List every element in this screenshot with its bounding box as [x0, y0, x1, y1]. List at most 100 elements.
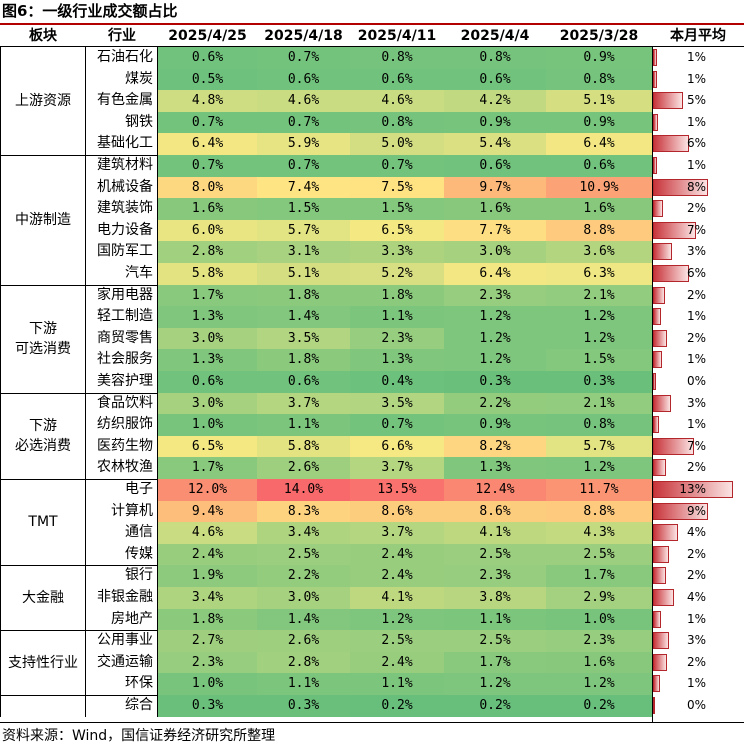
- heatmap-cell: 3.8%: [444, 587, 546, 609]
- heatmap-cell: 1.2%: [546, 673, 652, 695]
- industry-label: 基础化工: [86, 133, 158, 155]
- avg-label: 2%: [686, 654, 706, 669]
- heatmap-cell: 3.7%: [257, 392, 350, 415]
- heatmap-cell: 0.7%: [350, 414, 444, 436]
- avg-bar: [653, 373, 656, 390]
- heatmap-cell: 1.2%: [444, 327, 546, 350]
- industry-label: 食品饮料: [86, 392, 158, 415]
- column-header: 2025/4/25: [168, 28, 247, 44]
- heatmap-cell: 2.2%: [257, 565, 350, 587]
- avg-bar: [653, 49, 658, 66]
- heatmap-cell: 4.3%: [546, 522, 652, 544]
- heatmap-cell: 1.2%: [444, 306, 546, 328]
- heatmap-cell: 2.3%: [350, 327, 444, 350]
- heatmap-cell: 0.5%: [158, 68, 257, 91]
- heatmap-cell: 1.0%: [158, 414, 257, 436]
- heatmap-cell: 0.7%: [257, 47, 350, 69]
- industry-label: 建筑材料: [86, 155, 158, 177]
- avg-label: 2%: [686, 568, 706, 583]
- column-header: 2025/3/28: [559, 28, 639, 44]
- heatmap-cell: 2.3%: [158, 651, 257, 674]
- heatmap-cell: 2.3%: [546, 630, 652, 652]
- avg-label: 1%: [686, 50, 706, 64]
- industry-label: 汽车: [86, 263, 158, 285]
- sector-label: [0, 695, 86, 717]
- industry-label: 商贸零售: [86, 327, 158, 350]
- heatmap-cell: 2.2%: [444, 392, 546, 415]
- avg-bar: [653, 653, 667, 671]
- heatmap-cell: 2.6%: [257, 630, 350, 652]
- heatmap-cell: 1.7%: [546, 565, 652, 587]
- avg-bar: [653, 610, 662, 628]
- heatmap-cell: 1.3%: [158, 349, 257, 371]
- heatmap-cell: 0.2%: [546, 695, 652, 717]
- heatmap-cell: 0.7%: [257, 155, 350, 177]
- heatmap-cell: 7.7%: [444, 219, 546, 242]
- heatmap-cell: 14.0%: [257, 479, 350, 501]
- industry-label: 家用电器: [86, 284, 158, 307]
- heatmap-cell: 0.3%: [257, 695, 350, 717]
- heatmap-cell: 2.3%: [444, 284, 546, 307]
- heatmap-cell: 1.9%: [158, 565, 257, 587]
- heatmap-cell: 2.1%: [546, 284, 652, 307]
- heatmap-cell: 8.2%: [444, 435, 546, 458]
- heatmap-cell: 5.1%: [546, 90, 652, 112]
- heatmap-cell: 0.3%: [158, 695, 257, 717]
- heatmap-cell: 1.8%: [257, 349, 350, 371]
- avg-bar: [653, 308, 662, 326]
- heatmap-cell: 5.2%: [350, 263, 444, 285]
- heatmap-cell: 2.1%: [546, 392, 652, 415]
- avg-bar: [653, 113, 659, 131]
- column-header: 2025/4/11: [357, 28, 437, 44]
- heatmap-cell: 8.6%: [444, 500, 546, 523]
- heatmap-cell: 0.6%: [158, 371, 257, 393]
- avg-bar: [653, 329, 668, 347]
- avg-bar: [653, 200, 664, 218]
- avg-label: 2%: [686, 330, 706, 345]
- avg-axis: [652, 47, 653, 722]
- heatmap-cell: 2.8%: [158, 241, 257, 263]
- industry-label: 环保: [86, 673, 158, 695]
- heatmap-cell: 1.6%: [158, 198, 257, 220]
- heatmap-cell: 8.6%: [350, 500, 444, 523]
- heatmap-cell: 3.5%: [257, 327, 350, 350]
- heatmap-cell: 1.4%: [257, 306, 350, 328]
- heatmap-cell: 5.8%: [257, 435, 350, 458]
- industry-label: 钢铁: [86, 111, 158, 134]
- avg-bar: [653, 437, 695, 455]
- heatmap-cell: 5.4%: [444, 133, 546, 155]
- heatmap-cell: 0.3%: [444, 371, 546, 393]
- heatmap-cell: 0.6%: [257, 371, 350, 393]
- heatmap-cell: 1.5%: [546, 349, 652, 371]
- heatmap-cell: 6.5%: [158, 435, 257, 458]
- industry-label: 纺织服饰: [86, 414, 158, 436]
- industry-label: 煤炭: [86, 68, 158, 91]
- industry-label: 社会服务: [86, 349, 158, 371]
- avg-bar: [653, 697, 655, 714]
- avg-label: 7%: [686, 438, 706, 453]
- heatmap-cell: 5.7%: [257, 219, 350, 242]
- heatmap-cell: 1.8%: [350, 284, 444, 307]
- heatmap-cell: 2.5%: [444, 543, 546, 566]
- heatmap-cell: 0.3%: [546, 371, 652, 393]
- avg-label: 9%: [686, 503, 706, 518]
- heatmap-cell: 11.7%: [546, 479, 652, 501]
- industry-label: 非银金融: [86, 587, 158, 609]
- heatmap-cell: 3.5%: [350, 392, 444, 415]
- industry-label: 公用事业: [86, 630, 158, 652]
- heatmap-cell: 1.2%: [444, 673, 546, 695]
- heatmap-cell: 1.5%: [350, 198, 444, 220]
- heatmap-cell: 0.7%: [257, 111, 350, 134]
- column-header: 2025/4/4: [460, 28, 530, 44]
- heatmap-cell: 2.6%: [257, 457, 350, 479]
- industry-label: 农林牧渔: [86, 457, 158, 479]
- avg-label: 2%: [686, 201, 706, 216]
- header-rule: [0, 46, 744, 47]
- heatmap-cell: 2.3%: [444, 565, 546, 587]
- avg-bar: [653, 675, 660, 693]
- heatmap-cell: 1.2%: [546, 327, 652, 350]
- industry-label: 银行: [86, 565, 158, 587]
- avg-label: 1%: [686, 611, 706, 626]
- heatmap-cell: 0.8%: [350, 47, 444, 69]
- heatmap-cell: 13.5%: [350, 479, 444, 501]
